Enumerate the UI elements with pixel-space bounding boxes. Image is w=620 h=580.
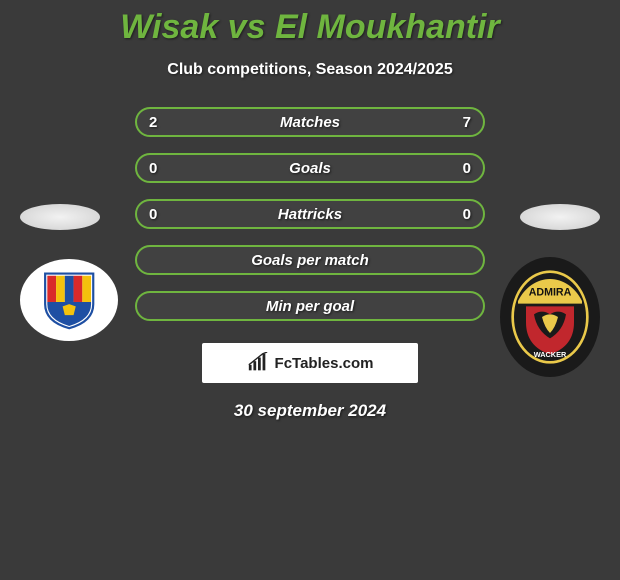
skn-st-polten-crest-icon bbox=[30, 267, 108, 333]
stat-row-goals-per-match: Goals per match bbox=[135, 245, 485, 275]
stat-row-matches: 2 Matches 7 bbox=[135, 107, 485, 137]
club-badge-right: ADMIRA WACKER bbox=[500, 257, 600, 377]
stat-label: Min per goal bbox=[266, 298, 354, 315]
stat-label: Goals bbox=[289, 160, 331, 177]
stat-label: Matches bbox=[280, 114, 340, 131]
date-text: 30 september 2024 bbox=[0, 401, 620, 421]
player-oval-right bbox=[520, 204, 600, 230]
admira-wacker-crest-icon: ADMIRA WACKER bbox=[510, 269, 590, 365]
brand-box: FcTables.com bbox=[202, 343, 418, 383]
bar-chart-icon bbox=[247, 352, 269, 374]
stat-left-value: 0 bbox=[149, 160, 157, 177]
stat-left-value: 0 bbox=[149, 206, 157, 223]
page-title: Wisak vs El Moukhantir bbox=[0, 0, 620, 47]
stat-right-value: 7 bbox=[463, 114, 471, 131]
svg-text:ADMIRA: ADMIRA bbox=[529, 287, 572, 299]
club-badge-left bbox=[20, 259, 118, 341]
brand-text: FcTables.com bbox=[275, 355, 374, 372]
stat-label: Hattricks bbox=[278, 206, 342, 223]
stat-row-goals: 0 Goals 0 bbox=[135, 153, 485, 183]
subtitle: Club competitions, Season 2024/2025 bbox=[0, 61, 620, 79]
stat-left-value: 2 bbox=[149, 114, 157, 131]
stat-right-value: 0 bbox=[463, 160, 471, 177]
comparison-arena: ADMIRA WACKER 2 Matches 7 0 Goals 0 0 Ha… bbox=[0, 79, 620, 421]
stat-rows: 2 Matches 7 0 Goals 0 0 Hattricks 0 Goal… bbox=[135, 107, 485, 321]
stat-row-hattricks: 0 Hattricks 0 bbox=[135, 199, 485, 229]
svg-text:WACKER: WACKER bbox=[534, 350, 567, 359]
stat-label: Goals per match bbox=[251, 252, 369, 269]
stat-right-value: 0 bbox=[463, 206, 471, 223]
stat-row-min-per-goal: Min per goal bbox=[135, 291, 485, 321]
player-oval-left bbox=[20, 204, 100, 230]
